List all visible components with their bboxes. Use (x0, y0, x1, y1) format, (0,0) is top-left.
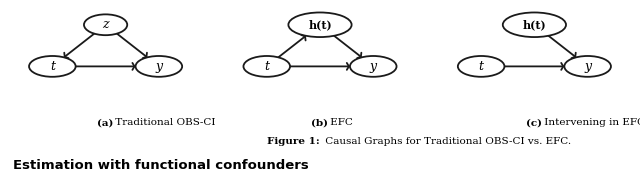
Text: y: y (156, 60, 163, 73)
Ellipse shape (350, 56, 397, 77)
Text: Figure 1:: Figure 1: (268, 137, 320, 146)
Ellipse shape (458, 56, 504, 77)
Ellipse shape (243, 56, 290, 77)
Ellipse shape (136, 56, 182, 77)
Text: (b): (b) (312, 119, 328, 127)
Text: (a): (a) (97, 119, 114, 127)
Text: EFC: EFC (326, 119, 353, 127)
Ellipse shape (289, 12, 351, 37)
Text: Traditional OBS‑CI: Traditional OBS‑CI (113, 119, 216, 127)
Text: t: t (264, 60, 269, 73)
Text: h(t): h(t) (308, 19, 332, 30)
Text: z: z (102, 18, 109, 31)
Text: (c): (c) (526, 119, 543, 127)
Text: Causal Graphs for Traditional OBS-CI vs. EFC.: Causal Graphs for Traditional OBS-CI vs.… (322, 137, 571, 146)
Text: t: t (50, 60, 55, 73)
Ellipse shape (503, 12, 566, 37)
Ellipse shape (564, 56, 611, 77)
Text: y: y (370, 60, 377, 73)
Text: Estimation with functional confounders: Estimation with functional confounders (13, 159, 308, 172)
Text: h(t): h(t) (523, 19, 546, 30)
Text: t: t (479, 60, 484, 73)
Text: y: y (584, 60, 591, 73)
Ellipse shape (29, 56, 76, 77)
Ellipse shape (84, 14, 127, 35)
Text: Intervening in EFC: Intervening in EFC (541, 119, 640, 127)
